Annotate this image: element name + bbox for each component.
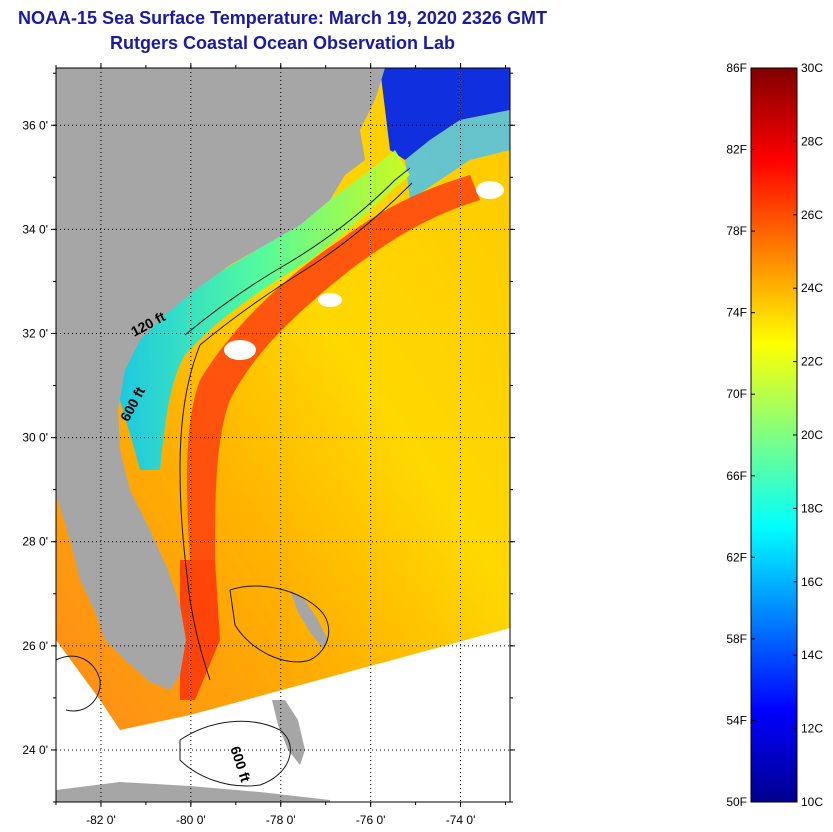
lat-tick-label: 32 0' [22,326,48,340]
colorbar-c-label: 22C [801,355,823,369]
colorbar-c-label: 24C [801,281,823,295]
colorbar-f-label: 86F [726,61,747,75]
lon-tick-label: -78 0' [266,813,296,827]
page-subtitle: Rutgers Coastal Ocean Observation Lab [109,33,456,53]
cold-water-north [380,68,510,160]
colorbar-c-label: 14C [801,648,823,662]
contour-southwest [56,655,101,712]
colorbar-scale [750,67,798,803]
cloud-patch [318,293,342,307]
colorbar-c-label: 20C [801,428,823,442]
lat-tick-label: 24 0' [22,743,48,757]
lat-tick-label: 34 0' [22,222,48,236]
colorbar-c-label: 28C [801,134,823,148]
page-title: NOAA-15 Sea Surface Temperature: March 1… [18,8,547,28]
cool-water-north [405,110,510,200]
land-cuba [56,782,330,802]
colorbar-f-label: 54F [726,713,747,727]
colorbar-c-label: 16C [801,575,823,589]
colorbar-f-label: 58F [726,632,747,646]
lon-tick-label: -82 0' [86,813,116,827]
lat-tick-label: 28 0' [22,535,48,549]
colorbar-f-label: 50F [726,795,747,809]
colorbar-c-label: 12C [801,722,823,736]
lon-tick-label: -74 0' [446,813,476,827]
colorbar-c-label: 26C [801,208,823,222]
lat-tick-label: 36 0' [22,118,48,132]
gulf-stream [187,175,480,560]
contour-600ft [179,182,413,681]
colorbar-c-label: 18C [801,501,823,515]
colorbar-f-label: 74F [726,306,747,320]
lon-tick-label: -76 0' [356,813,386,827]
colorbar-c-label: 10C [801,795,823,809]
land-bahamas [290,590,328,648]
colorbar-f-label: 66F [726,469,747,483]
contour-bahamas [229,585,330,663]
cloud-patch [224,340,256,360]
contour-120ft [184,167,411,336]
land-us-southeast [56,68,385,690]
sst-map: 36 0' 34 0' 32 0' 30 0' 28 0' 26 0' 24 0' -82 0… [22,63,515,827]
lat-tick-label: 26 0' [22,639,48,653]
lon-tick-label: -80 0' [176,813,206,827]
colorbar-c-label: 30C [801,61,823,75]
contour-south [179,720,291,787]
colorbar-f-label: 70F [726,387,747,401]
colorbar-f-label: 78F [726,224,747,238]
colorbar-f-label: 82F [726,143,747,157]
graticule: 36 0' 34 0' 32 0' 30 0' 28 0' 26 0' 24 0' -82 0… [22,63,515,827]
colorbar: 86F 82F 78F 74F 70F 66F 62F 58F 54F 50F 30C 28C 26C 2… [726,61,823,809]
land-bahamas-south [272,700,305,765]
coastal-shelf [110,150,410,470]
gulf-stream-south [180,560,220,700]
map-frame [55,67,511,803]
lat-tick-label: 30 0' [22,431,48,445]
cloud-patch [476,181,504,199]
colorbar-f-label: 62F [726,550,747,564]
